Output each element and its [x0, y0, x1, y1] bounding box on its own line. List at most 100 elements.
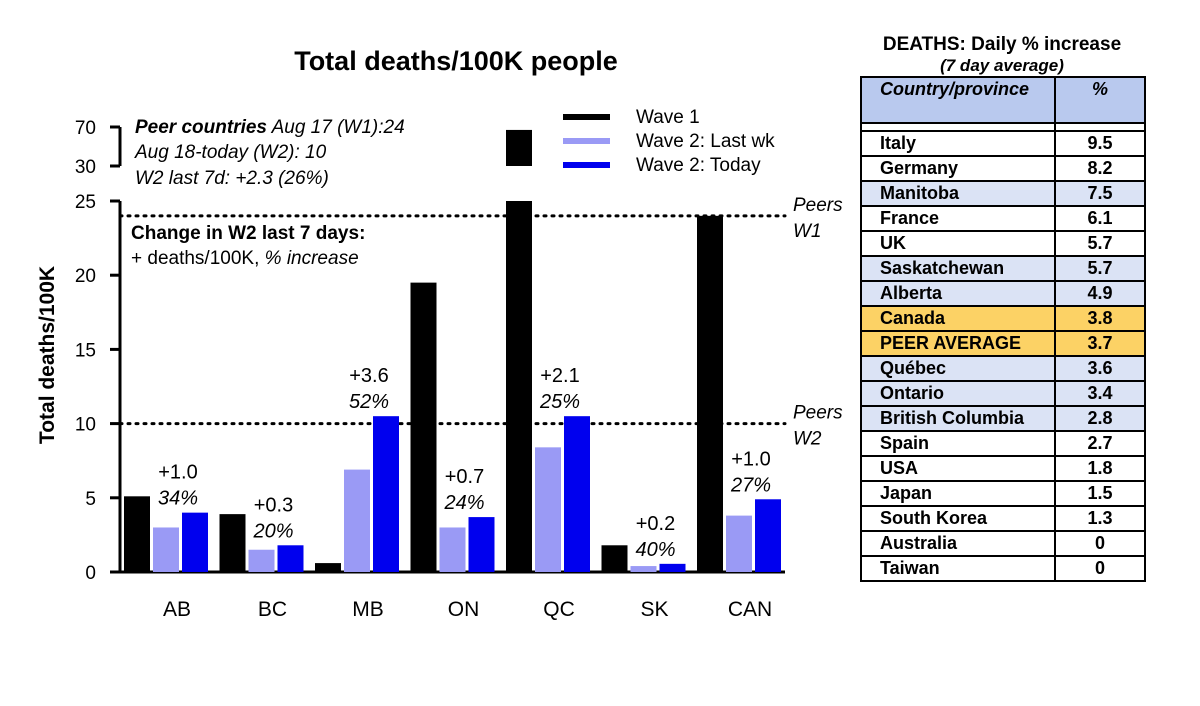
data-label-change: +0.3	[254, 494, 293, 516]
table-cell-percent: 3.4	[1054, 380, 1146, 407]
table-row: Taiwan 0	[860, 555, 1146, 582]
table-cell-country: Ontario	[860, 380, 1056, 407]
table-spacer-cell	[860, 122, 1056, 132]
data-label-percent: 34%	[158, 488, 198, 510]
y-tick-label: 25	[75, 192, 96, 213]
table-cell-percent: 3.7	[1054, 330, 1146, 357]
data-label-change: +1.0	[731, 448, 770, 470]
wave1-bar	[315, 563, 341, 572]
table-cell-country: Alberta	[860, 280, 1056, 307]
wave2-today-bar	[182, 512, 208, 572]
wave1-bar	[219, 514, 246, 572]
table-row: Ontario 3.4	[860, 380, 1146, 407]
table-cell-percent: 1.8	[1054, 455, 1146, 482]
wave2-lastwk-bar	[439, 527, 466, 572]
table-cell-country: UK	[860, 230, 1056, 257]
table-cell-country: PEER AVERAGE	[860, 330, 1056, 357]
table-cell-percent: 0	[1054, 530, 1146, 557]
table-row: Saskatchewan 5.7	[860, 255, 1146, 282]
wave1-bar	[410, 282, 437, 572]
table-subtitle: (7 day average)	[940, 56, 1064, 75]
wave2-lastwk-bar	[248, 549, 275, 572]
table-row: Japan 1.5	[860, 480, 1146, 507]
legend-entry: Wave 1	[636, 107, 700, 128]
table-cell-country: USA	[860, 455, 1056, 482]
table-cell-country: Australia	[860, 530, 1056, 557]
legend-entry: Wave 2: Last wk	[636, 131, 775, 152]
table-row: British Columbia 2.8	[860, 405, 1146, 432]
data-label-percent: 27%	[730, 474, 771, 496]
data-label-change: +0.7	[445, 466, 484, 488]
wave2-today-bar	[755, 499, 781, 572]
data-label-change: +3.6	[349, 365, 388, 387]
y-tick-label: 0	[85, 563, 96, 584]
table-cell-country: British Columbia	[860, 405, 1056, 432]
table-cell-country: France	[860, 205, 1056, 232]
x-tick-label: CAN	[728, 598, 772, 621]
table-cell-percent: 5.7	[1054, 255, 1146, 282]
wave2-lastwk-bar	[344, 469, 370, 572]
table-row: Québec 3.6	[860, 355, 1146, 382]
data-label-change: +1.0	[158, 462, 197, 484]
table-cell-percent: 6.1	[1054, 205, 1146, 232]
data-label-change: +2.1	[540, 365, 579, 387]
x-tick-label: MB	[352, 598, 384, 621]
y-tick-label: 10	[75, 415, 96, 436]
table-cell-country: South Korea	[860, 505, 1056, 532]
wave2-lastwk-bar	[630, 566, 657, 572]
y-tick-label: 70	[75, 118, 96, 139]
deaths-table: Country/province % Italy 9.5 Germany 8.2 Man…	[860, 76, 1146, 582]
y-tick-label: 15	[75, 340, 96, 361]
table-cell-country: Germany	[860, 155, 1056, 182]
table-row: PEER AVERAGE 3.7	[860, 330, 1146, 357]
table-cell-percent: 4.9	[1054, 280, 1146, 307]
wave2-lastwk-bar	[535, 447, 561, 572]
change-note-italic: % increase	[265, 248, 359, 269]
table-cell-percent: 3.6	[1054, 355, 1146, 382]
y-tick-label: 30	[75, 157, 96, 178]
table-spacer-cell	[1054, 122, 1146, 132]
change-note-plain: + deaths/100K,	[131, 248, 265, 269]
table-row: Alberta 4.9	[860, 280, 1146, 307]
table-row: Australia 0	[860, 530, 1146, 557]
legend-entry: Wave 2: Today	[636, 155, 761, 176]
table-cell-percent: 5.7	[1054, 230, 1146, 257]
table-cell-percent: 2.7	[1054, 430, 1146, 457]
wave2-today-bar	[468, 517, 495, 572]
peer-note-line1: Peer countries Aug 17 (W1):24	[135, 117, 405, 138]
table-cell-country: Manitoba	[860, 180, 1056, 207]
table-header-country: Country/province	[860, 76, 1056, 124]
wave2-today-bar	[277, 545, 304, 572]
deaths-table-panel: DEATHS: Daily % increase (7 day average)…	[858, 34, 1146, 582]
wave1-bar	[697, 215, 723, 572]
table-row: Canada 3.8	[860, 305, 1146, 332]
table-row: South Korea 1.3	[860, 505, 1146, 532]
table-spacer-row	[860, 122, 1146, 132]
table-cell-percent: 1.5	[1054, 480, 1146, 507]
table-title: DEATHS: Daily % increase	[882, 34, 1122, 55]
table-header-percent: %	[1054, 76, 1146, 124]
table-cell-country: Spain	[860, 430, 1056, 457]
y-tick-label: 5	[85, 489, 96, 510]
wave2-lastwk-bar	[153, 527, 179, 572]
x-tick-label: ON	[448, 598, 480, 621]
x-tick-label: BC	[258, 598, 287, 621]
wave1-bar	[506, 201, 532, 572]
peer-note-rest: Aug 17 (W1):24	[267, 117, 405, 138]
data-label-percent: 52%	[349, 391, 389, 413]
data-label-percent: 20%	[252, 520, 293, 542]
wave2-today-bar	[373, 416, 399, 572]
table-cell-country: Canada	[860, 305, 1056, 332]
x-tick-label: AB	[163, 598, 191, 621]
table-cell-percent: 8.2	[1054, 155, 1146, 182]
peer-note-line2: Aug 18-today (W2): 10	[134, 142, 327, 163]
reference-line-label: W2	[793, 429, 822, 450]
wave2-today-bar	[659, 563, 686, 572]
table-cell-percent: 2.8	[1054, 405, 1146, 432]
y-tick-label: 20	[75, 266, 96, 287]
change-note-line2: + deaths/100K, % increase	[131, 248, 359, 269]
table-row: UK 5.7	[860, 230, 1146, 257]
reference-line-label: W1	[793, 221, 822, 242]
table-cell-country: Italy	[860, 130, 1056, 157]
table-cell-country: Taiwan	[860, 555, 1056, 582]
